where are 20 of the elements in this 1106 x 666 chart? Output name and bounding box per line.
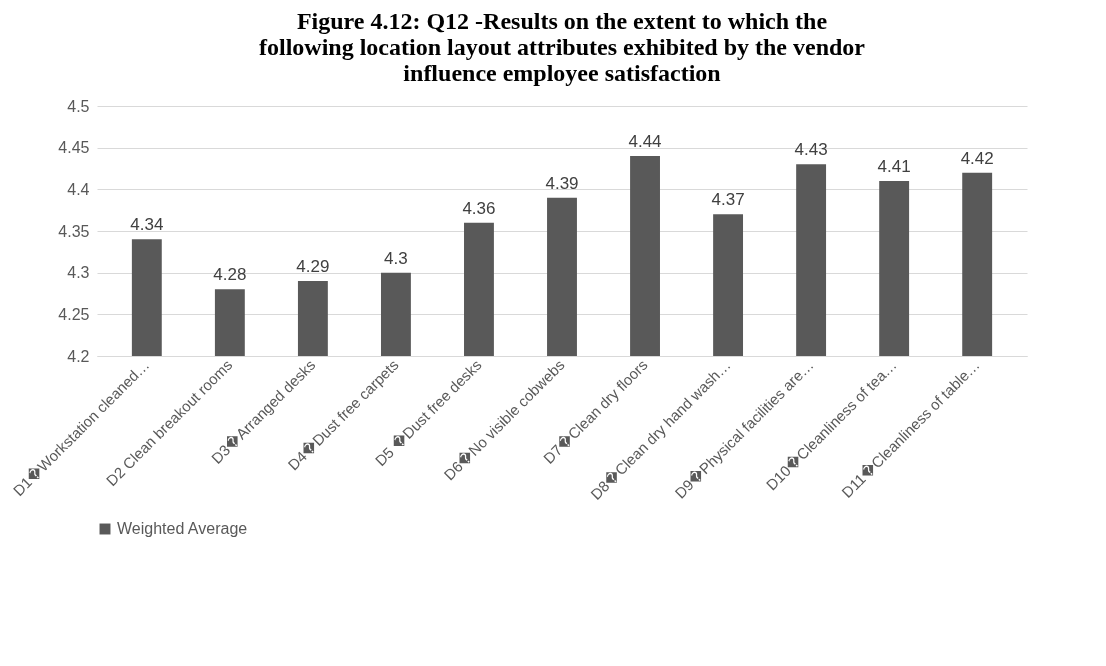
data-label: 4.39 (545, 173, 579, 193)
y-tick-label: 4.4 (67, 180, 90, 198)
y-tick-label: 4.3 (67, 264, 90, 282)
y-tick-label: 4.5 (67, 97, 90, 115)
data-label: 4.36 (462, 198, 496, 218)
data-label: 4.43 (794, 140, 828, 160)
data-label: 4.41 (877, 157, 911, 176)
legend-label: Weighted Average (117, 520, 248, 537)
y-tick-label: 4.45 (58, 139, 90, 157)
chart-title: Figure 4.12: Q12 -Results on the extent to which the following location layout attributes exhibited by the vendor influence employee satisfaction (258, 8, 866, 86)
data-label: 4.37 (711, 190, 745, 210)
data-label: 4.34 (130, 215, 164, 235)
data-label: 4.42 (960, 148, 994, 168)
y-tick-label: 4.25 (58, 305, 90, 323)
data-label: 4.44 (628, 132, 662, 151)
data-label: 4.28 (213, 265, 247, 285)
data-label: 4.3 (384, 248, 408, 268)
data-label: 4.29 (296, 257, 330, 276)
y-tick-label: 4.2 (67, 347, 90, 365)
y-tick-label: 4.35 (58, 222, 90, 240)
